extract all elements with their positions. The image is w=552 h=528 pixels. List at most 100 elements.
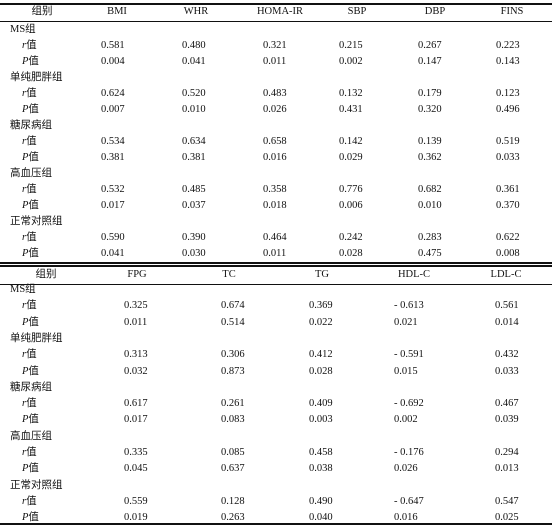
t2-cell: 0.458 xyxy=(309,447,333,458)
t2-stat-label: P值 xyxy=(22,316,39,328)
t1-stat-label: P值 xyxy=(22,200,39,211)
t2-cell: 0.128 xyxy=(221,495,245,507)
t1-group-label: 糖尿病组 xyxy=(10,120,52,131)
t1-stat-label: P值 xyxy=(22,104,39,115)
t2-header-0: 组别 xyxy=(35,269,57,280)
t2-stat-label: P值 xyxy=(22,512,39,524)
t1-cell: 0.142 xyxy=(339,136,363,147)
t2-group-label: MS组 xyxy=(10,284,36,295)
t1-group-label: 单纯肥胖组 xyxy=(10,72,63,83)
t2-cell: 0.033 xyxy=(495,365,519,377)
t1-cell: 0.147 xyxy=(418,56,442,67)
t2-cell: 0.313 xyxy=(124,349,148,361)
t1-cell: 0.320 xyxy=(418,104,442,115)
t2-cell: 0.514 xyxy=(221,316,245,328)
t2-group-label: 单纯肥胖组 xyxy=(10,332,63,344)
t2-cell: 0.083 xyxy=(221,414,245,426)
t2-bottom-rule xyxy=(0,523,552,525)
t1-cell: 0.321 xyxy=(263,40,287,51)
t1-cell: 0.362 xyxy=(418,152,442,163)
t1-cell: 0.010 xyxy=(418,200,442,211)
t1-cell: 0.242 xyxy=(339,232,363,243)
t1-cell: 0.123 xyxy=(496,88,520,99)
t2-cell: 0.003 xyxy=(309,414,333,426)
t2-cell: 0.016 xyxy=(394,512,418,524)
t2-cell: 0.674 xyxy=(221,300,245,312)
t2-cell: 0.294 xyxy=(495,447,519,458)
t2-cell: 0.490 xyxy=(309,495,333,507)
t1-cell: 0.030 xyxy=(182,248,206,259)
t2-stat-label: r值 xyxy=(22,495,37,507)
t1-cell: 0.026 xyxy=(263,104,287,115)
t2-cell: 0.014 xyxy=(495,316,519,328)
t1-header-3: HOMA-IR xyxy=(256,6,304,17)
t1-cell: 0.485 xyxy=(182,184,206,195)
t1-cell: 0.381 xyxy=(101,152,125,163)
t1-cell: 0.007 xyxy=(101,104,125,115)
t2-cell: 0.019 xyxy=(124,512,148,524)
t1-cell: 0.018 xyxy=(263,200,287,211)
t2-cell: 0.306 xyxy=(221,349,245,361)
t2-cell: 0.873 xyxy=(221,365,245,377)
t2-stat-label: P值 xyxy=(22,463,39,475)
t2-cell: 0.028 xyxy=(309,365,333,377)
t2-cell: 0.045 xyxy=(124,463,148,475)
t1-header-2: WHR xyxy=(183,6,209,17)
t1-header-0: 组别 xyxy=(31,6,53,17)
t2-cell: 0.040 xyxy=(309,512,333,524)
t1-cell: 0.634 xyxy=(182,136,206,147)
t1-cell: 0.267 xyxy=(418,40,442,51)
t1-header-6: FINS xyxy=(500,6,524,17)
t1-cell: 0.029 xyxy=(339,152,363,163)
t2-cell: 0.261 xyxy=(221,398,245,410)
t2-cell: 0.325 xyxy=(124,300,148,312)
t2-stat-label: r值 xyxy=(22,398,37,410)
t1-cell: 0.016 xyxy=(263,152,287,163)
t1-stat-label: r值 xyxy=(22,136,37,147)
t2-cell: 0.025 xyxy=(495,512,519,524)
t1-cell: 0.041 xyxy=(101,248,125,259)
t2-cell: 0.412 xyxy=(309,349,333,361)
t2-cell: 0.432 xyxy=(495,349,519,361)
t2-cell: - 0.692 xyxy=(394,398,424,410)
t1-cell: 0.006 xyxy=(339,200,363,211)
t1-cell: 0.370 xyxy=(496,200,520,211)
t1-stat-label: r值 xyxy=(22,232,37,243)
t2-stat-label: r值 xyxy=(22,349,37,361)
t1-cell: 0.010 xyxy=(182,104,206,115)
t1-cell: 0.004 xyxy=(101,56,125,67)
t2-cell: 0.002 xyxy=(394,414,418,426)
t2-cell: - 0.176 xyxy=(394,447,424,458)
t2-top-rule xyxy=(0,265,552,267)
t2-header-3: TG xyxy=(315,269,329,280)
t2-cell: 0.038 xyxy=(309,463,333,475)
t1-stat-label: P值 xyxy=(22,152,39,163)
t1-cell: 0.520 xyxy=(182,88,206,99)
t2-cell: 0.032 xyxy=(124,365,148,377)
t2-group-label: 高血压组 xyxy=(10,430,52,442)
t1-cell: 0.223 xyxy=(496,40,520,51)
t1-cell: 0.179 xyxy=(418,88,442,99)
t1-cell: 0.358 xyxy=(263,184,287,195)
t2-cell: 0.409 xyxy=(309,398,333,410)
t2-cell: - 0.591 xyxy=(394,349,424,361)
t1-cell: 0.017 xyxy=(101,200,125,211)
t2-cell: 0.085 xyxy=(221,447,245,458)
t1-cell: 0.028 xyxy=(339,248,363,259)
t1-header-1: BMI xyxy=(107,6,127,17)
t2-header-rule xyxy=(0,284,552,285)
t1-stat-label: r值 xyxy=(22,184,37,195)
t1-cell: 0.215 xyxy=(339,40,363,51)
t1-cell: 0.532 xyxy=(101,184,125,195)
t2-cell: 0.637 xyxy=(221,463,245,475)
t2-stat-label: P值 xyxy=(22,365,39,377)
t1-cell: 0.002 xyxy=(339,56,363,67)
t1-header-5: DBP xyxy=(424,6,446,17)
t1-cell: 0.624 xyxy=(101,88,125,99)
t1-cell: 0.431 xyxy=(339,104,363,115)
t1-cell: 0.464 xyxy=(263,232,287,243)
t2-stat-label: P值 xyxy=(22,414,39,426)
t1-header-4: SBP xyxy=(347,6,367,17)
t2-cell: - 0.613 xyxy=(394,300,424,312)
t2-header-1: FPG xyxy=(127,269,147,280)
